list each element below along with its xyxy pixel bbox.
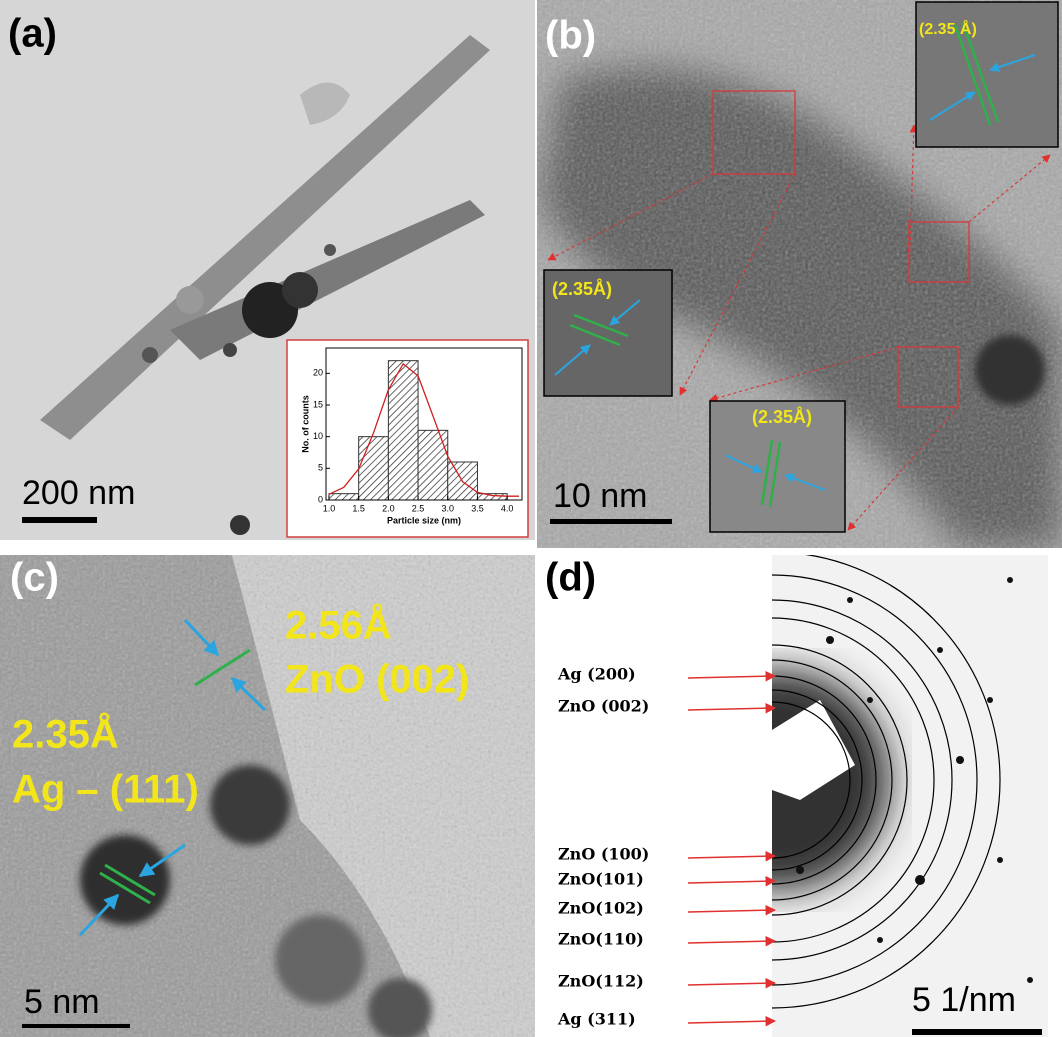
lattice-label: 2.56Å — [285, 603, 392, 648]
panel-d-image — [537, 552, 1048, 1037]
scale-bar — [550, 519, 672, 524]
panel-label: (c) — [10, 556, 59, 600]
x-tick-label: 2.5 — [412, 503, 425, 513]
x-tick-label: 3.5 — [471, 503, 484, 513]
x-tick-label: 1.0 — [323, 503, 336, 513]
panel-label: (d) — [545, 556, 596, 600]
ring-label: Ag (200) — [557, 665, 636, 684]
x-axis-label: Particle size (nm) — [387, 515, 461, 525]
x-tick-label: 3.0 — [441, 503, 454, 513]
lattice-label: (2.35 Å) — [919, 19, 977, 38]
plane-label: ZnO (002) — [285, 658, 469, 702]
bar — [477, 494, 507, 500]
ring-label: ZnO (002) — [558, 697, 649, 716]
ring-label: ZnO(110) — [558, 930, 644, 949]
ring-label: ZnO(101) — [558, 870, 644, 889]
lattice-label: (2.35Å) — [552, 279, 612, 299]
panel-label: (a) — [8, 12, 57, 56]
gap — [535, 0, 537, 1037]
y-tick-label: 15 — [313, 399, 323, 409]
lattice-label: (2.35Å) — [752, 407, 812, 427]
figure: (a) 200 nm — [0, 0, 1062, 1037]
scale-bar — [22, 517, 97, 523]
y-tick-label: 10 — [313, 431, 323, 441]
x-tick-label: 4.0 — [501, 503, 514, 513]
scale-bar-label: 10 nm — [553, 477, 648, 515]
ring-label: ZnO (100) — [558, 845, 649, 864]
plane-label: Ag – (111) — [12, 768, 199, 812]
y-axis-label: No. of counts — [300, 395, 310, 453]
bar — [418, 430, 448, 500]
scale-bar-label: 5 1/nm — [912, 981, 1016, 1019]
ring-label: ZnO(112) — [558, 972, 644, 991]
ring-label: ZnO(102) — [558, 899, 644, 918]
panel-label: (b) — [545, 14, 596, 58]
scale-bar — [22, 1024, 130, 1028]
x-tick-label: 2.0 — [382, 503, 395, 513]
panel-b-image — [537, 0, 1062, 548]
y-tick-label: 5 — [318, 463, 323, 473]
ring-label: Ag (311) — [557, 1010, 636, 1029]
scale-bar — [912, 1029, 1042, 1035]
lattice-label: 2.35Å — [12, 712, 119, 757]
scale-bar-label: 5 nm — [24, 983, 100, 1021]
bar — [359, 437, 389, 500]
bar — [329, 494, 359, 500]
gap — [0, 548, 1062, 555]
x-tick-label: 1.5 — [352, 503, 365, 513]
y-tick-label: 20 — [313, 368, 323, 378]
scale-bar-label: 200 nm — [22, 474, 135, 512]
